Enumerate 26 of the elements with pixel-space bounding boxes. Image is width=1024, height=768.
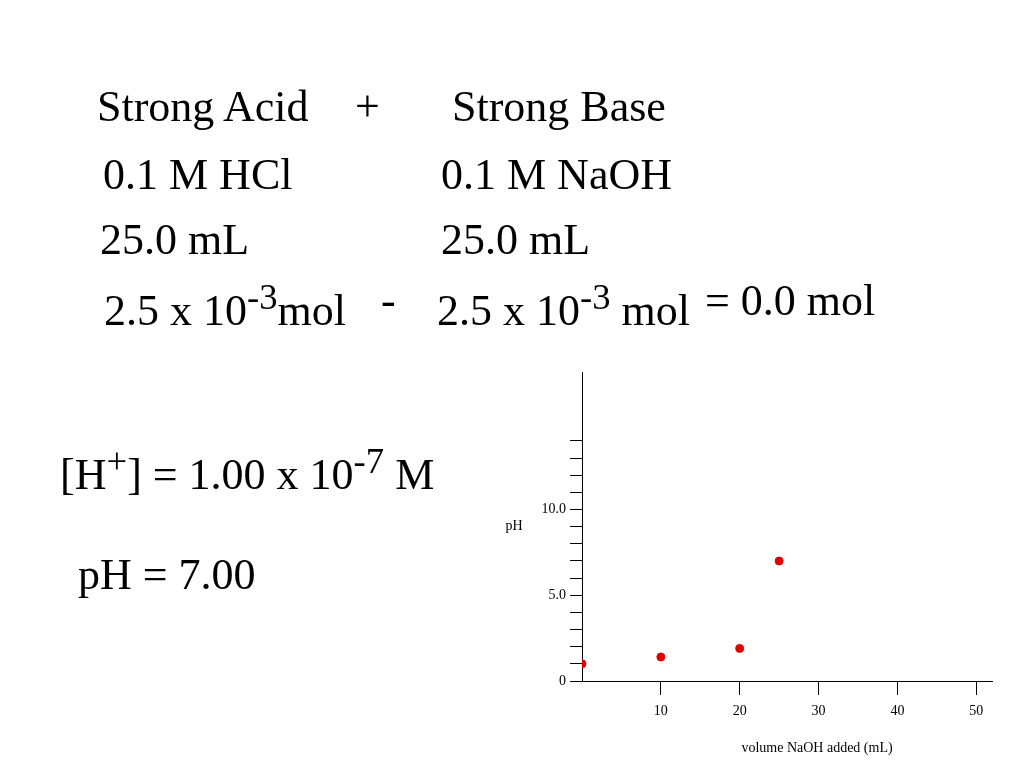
text: = 0.0 mol xyxy=(705,276,876,325)
point xyxy=(774,556,784,566)
x-tick-label: 30 xyxy=(811,703,826,719)
text: 25.0 mL xyxy=(100,215,250,264)
x-tick-label: 40 xyxy=(890,703,905,719)
y-tick-label: 0 xyxy=(559,672,566,688)
text: + xyxy=(355,82,380,131)
text: 2.5 x 10$^{-3}$ mol xyxy=(437,276,690,335)
x-axis-title: volume NaOH added (mL) xyxy=(741,739,893,756)
text: Strong Base xyxy=(452,82,666,131)
point xyxy=(656,652,666,662)
y-tick-label: 5.0 xyxy=(548,586,566,602)
text: 0.1 M HCl xyxy=(103,150,293,199)
y-axis-title: pH xyxy=(505,518,523,534)
point xyxy=(735,643,745,653)
x-tick-label: 10 xyxy=(653,703,668,719)
text: - xyxy=(381,276,396,325)
x-tick-label: 50 xyxy=(969,703,984,719)
text: pH = 7.00 xyxy=(78,550,256,599)
y-tick-label: 10.0 xyxy=(541,501,566,517)
text: 2.5 x 10$^{-3}$mol xyxy=(104,276,346,335)
x-tick-label: 20 xyxy=(732,703,747,719)
text: [H$^{+}$] = 1.00 x 10$^{-7}$ M xyxy=(60,440,435,499)
text: 0.1 M NaOH xyxy=(441,150,672,199)
text: 25.0 mL xyxy=(441,215,591,264)
text: Strong Acid xyxy=(97,82,309,131)
